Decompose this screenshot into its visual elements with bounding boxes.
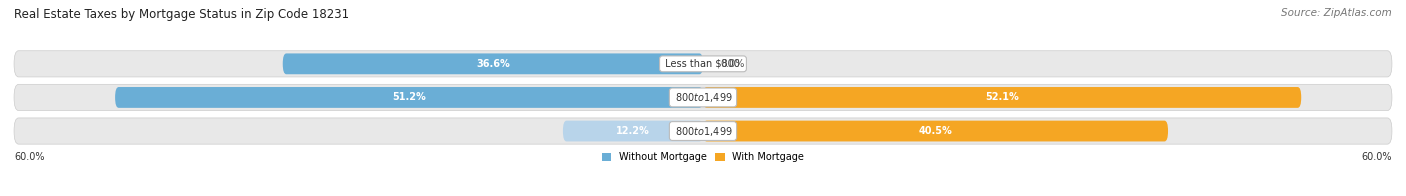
Text: Real Estate Taxes by Mortgage Status in Zip Code 18231: Real Estate Taxes by Mortgage Status in … [14,8,349,21]
FancyBboxPatch shape [703,87,1301,108]
FancyBboxPatch shape [14,84,1392,111]
Text: $800 to $1,499: $800 to $1,499 [672,91,734,104]
FancyBboxPatch shape [703,121,1168,142]
Text: Less than $800: Less than $800 [662,59,744,69]
Text: 0.0%: 0.0% [720,59,745,69]
FancyBboxPatch shape [115,87,703,108]
Text: Source: ZipAtlas.com: Source: ZipAtlas.com [1281,8,1392,18]
Text: 40.5%: 40.5% [918,126,952,136]
Text: 51.2%: 51.2% [392,93,426,103]
Text: 12.2%: 12.2% [616,126,650,136]
FancyBboxPatch shape [14,51,1392,77]
Legend: Without Mortgage, With Mortgage: Without Mortgage, With Mortgage [602,152,804,162]
FancyBboxPatch shape [14,118,1392,144]
Text: 60.0%: 60.0% [14,152,45,162]
Text: 36.6%: 36.6% [477,59,510,69]
FancyBboxPatch shape [562,121,703,142]
FancyBboxPatch shape [283,54,703,74]
Text: $800 to $1,499: $800 to $1,499 [672,124,734,138]
Text: 52.1%: 52.1% [986,93,1019,103]
Text: 60.0%: 60.0% [1361,152,1392,162]
